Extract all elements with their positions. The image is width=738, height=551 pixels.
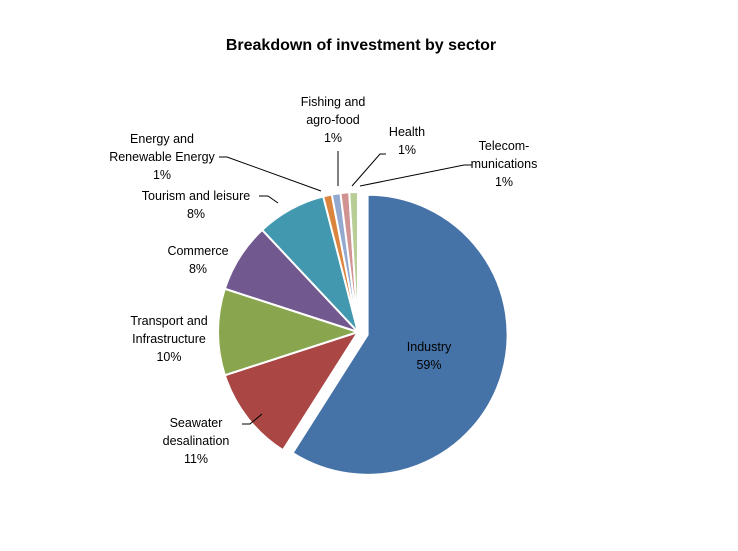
slice-label-0: Industry 59% bbox=[407, 340, 452, 372]
slice-name-line: Infrastructure bbox=[132, 332, 206, 346]
slice-label-1: Seawater desalination 11% bbox=[163, 416, 230, 466]
slice-name-line: desalination bbox=[163, 434, 230, 448]
slice-name-line: Commerce bbox=[167, 244, 228, 258]
slice-name-line: Seawater bbox=[170, 416, 223, 430]
slices bbox=[217, 190, 509, 476]
slice-name-line: Health bbox=[389, 125, 425, 139]
slice-name-line: Renewable Energy bbox=[109, 150, 215, 164]
slice-value-label: 1% bbox=[324, 131, 342, 145]
pie-slice-1 bbox=[223, 330, 361, 452]
slice-value-label: 10% bbox=[156, 350, 181, 364]
leader-line-1 bbox=[242, 413, 263, 425]
pie-slice-8 bbox=[348, 190, 359, 333]
slice-name-line: agro-food bbox=[306, 113, 360, 127]
slice-value-label: 59% bbox=[416, 358, 441, 372]
slice-name-line: Fishing and bbox=[301, 95, 366, 109]
slice-name-line: Telecom- bbox=[479, 139, 530, 153]
leader-line-8 bbox=[359, 164, 472, 187]
chart-title: Breakdown of investment by sector bbox=[226, 37, 496, 54]
slice-name-line: Tourism and leisure bbox=[142, 189, 250, 203]
slice-label-6: Fishing and agro-food 1% bbox=[301, 95, 366, 145]
leader-line-4 bbox=[259, 195, 279, 204]
slice-label-5: Energy and Renewable Energy 1% bbox=[109, 132, 215, 182]
slice-label-2: Transport and Infrastructure 10% bbox=[130, 314, 207, 364]
slice-name-line: Energy and bbox=[130, 132, 194, 146]
slice-value-label: 1% bbox=[153, 168, 171, 182]
slice-value-label: 8% bbox=[187, 207, 205, 221]
slice-label-4: Tourism and leisure 8% bbox=[142, 189, 250, 221]
slice-value-label: 8% bbox=[189, 262, 207, 276]
slice-label-7: Health 1% bbox=[389, 125, 425, 157]
slice-name-line: munications bbox=[471, 157, 538, 171]
pie-slice-2 bbox=[217, 287, 362, 377]
slice-value-label: 11% bbox=[184, 452, 208, 466]
slice-name-line: Transport and bbox=[130, 314, 207, 328]
slice-label-8: Telecom-munications 1% bbox=[471, 139, 538, 189]
slice-value-label: 1% bbox=[398, 143, 416, 157]
leader-line-5 bbox=[219, 156, 322, 192]
slice-labels: Industry 59% Seawater desalination 11% Transp… bbox=[109, 95, 537, 466]
slice-name-line: Industry bbox=[407, 340, 452, 354]
slice-label-3: Commerce 8% bbox=[167, 244, 228, 276]
pie-slice-0 bbox=[291, 193, 509, 476]
leader-line-7 bbox=[351, 153, 386, 187]
leader-lines bbox=[219, 151, 472, 425]
slice-value-label: 1% bbox=[495, 175, 513, 189]
